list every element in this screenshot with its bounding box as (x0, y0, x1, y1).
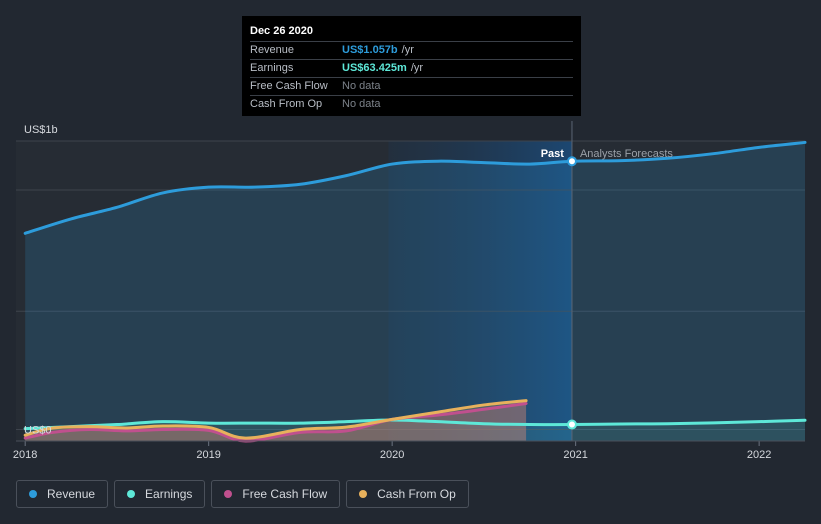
legend-item-cash-from-op[interactable]: Cash From Op (346, 480, 469, 508)
tooltip-row-earnings: Earnings US$63.425m /yr (250, 59, 573, 77)
legend-label: Revenue (47, 487, 96, 501)
area-free-cash-flow (25, 403, 527, 442)
past-highlight (388, 141, 572, 441)
past-label: Past (541, 148, 565, 160)
tooltip-unit: /yr (401, 44, 414, 56)
tooltip-date: Dec 26 2020 (250, 25, 313, 37)
y-axis-label-top: US$1b (24, 124, 58, 136)
tooltip-value: No data (342, 80, 381, 92)
tooltip-row-revenue: Revenue US$1.057b /yr (250, 41, 573, 59)
tooltip-value: US$63.425m (342, 62, 407, 74)
y-axis-label-bottom: US$0 (24, 424, 52, 436)
x-tick-label-2019: 2019 (196, 449, 220, 461)
data-tooltip: Dec 26 2020 Revenue US$1.057b /yr Earnin… (242, 16, 581, 116)
revenue-earnings-chart: Past Analysts Forecasts US$1b US$0 2018 2019… (13, 121, 807, 461)
x-tick-label-2018: 2018 (13, 449, 37, 461)
legend-label: Cash From Op (377, 487, 456, 501)
forecast-label: Analysts Forecasts (580, 148, 673, 160)
series-lines (23, 140, 807, 443)
legend-dot-icon (29, 490, 37, 498)
tooltip-row-cash-from-op: Cash From Op No data (250, 95, 573, 113)
point-revenue (566, 156, 577, 167)
x-tick-label-2021: 2021 (563, 449, 587, 461)
tooltip-value: US$1.057b (342, 44, 398, 56)
legend-dot-icon (224, 490, 233, 498)
x-tick-label-2020: 2020 (380, 449, 404, 461)
legend-dot-icon (127, 490, 136, 498)
legend-label: Earnings (145, 487, 193, 501)
tooltip-label: Free Cash Flow (250, 80, 328, 92)
legend-dot-icon (359, 490, 368, 498)
tooltip-row-free-cash-flow: Free Cash Flow No data (250, 77, 573, 95)
tooltip-label: Revenue (250, 44, 295, 56)
legend-label: Free Cash Flow (242, 487, 328, 501)
line-revenue (23, 140, 807, 235)
legend-item-revenue[interactable]: Revenue (16, 480, 109, 508)
chart-background (16, 141, 805, 441)
tooltip-label: Earnings (250, 62, 294, 74)
tooltip-label: Cash From Op (250, 98, 323, 110)
line-cash-from-op (23, 399, 528, 440)
tooltip-value: No data (342, 98, 381, 110)
x-tick-label-2022: 2022 (747, 449, 771, 461)
axes: US$1b US$0 2018 2019 2020 2021 2022 (13, 124, 805, 461)
legend-item-earnings[interactable]: Earnings (114, 480, 206, 508)
legend-item-free-cash-flow[interactable]: Free Cash Flow (211, 480, 341, 508)
point-earnings (566, 419, 577, 430)
area-revenue (25, 142, 805, 441)
line-earnings (23, 418, 807, 431)
past-forecast-marker: Past Analysts Forecasts (541, 121, 673, 441)
tooltip-unit: /yr (410, 62, 424, 74)
chart-legend: Revenue Earnings Free Cash Flow Cash Fro… (16, 480, 469, 508)
